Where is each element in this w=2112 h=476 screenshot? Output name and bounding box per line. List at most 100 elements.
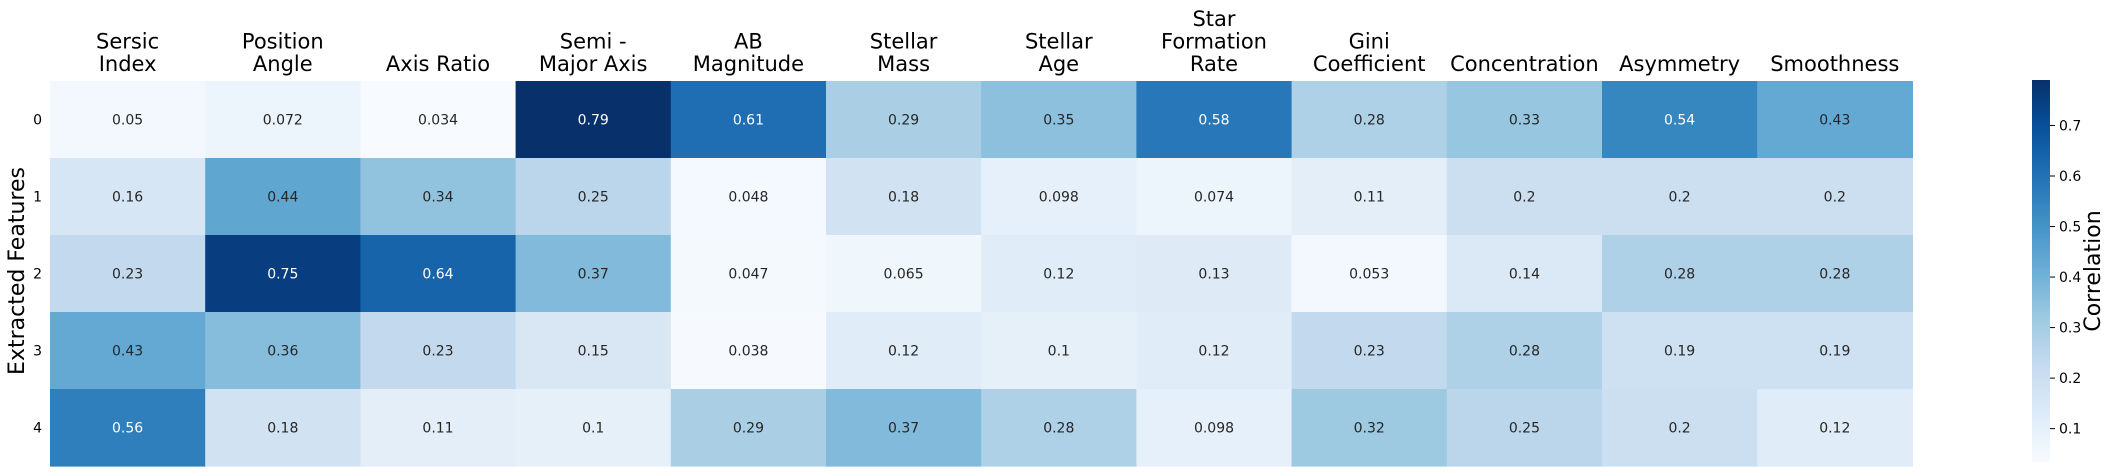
cell-value-label: 0.35 [1043,113,1074,129]
heatmap-cell [50,158,206,236]
cell-value-label: 0.79 [578,113,609,129]
cell-value-label: 0.43 [1819,113,1850,129]
cell-value-label: 0.28 [1354,113,1385,129]
heatmap-cell [1136,235,1293,313]
column-label: Star Formation Rate [1161,7,1267,76]
heatmap-cell [826,158,982,236]
cell-value-label: 0.29 [733,421,764,437]
heatmap-cell [1757,312,1913,390]
cell-value-label: 0.05 [112,113,143,129]
heatmap-cell [360,81,517,159]
cell-value-label: 0.048 [728,190,768,206]
colorbar-ticks: 0.1 0.2 0.3 0.4 0.5 0.6 0.7 [2050,118,2081,438]
cell-value-label: 0.43 [112,344,143,360]
cell-value-label: 0.14 [1509,267,1540,283]
cell-value-label: 0.23 [112,267,143,283]
heatmap-cell [1602,235,1758,313]
cell-value-label: 0.33 [1509,113,1540,129]
heatmap-cell [1446,158,1603,236]
row-label: 3 [33,344,42,360]
heatmap-cell [981,81,1137,159]
heatmap-cell [1291,312,1448,390]
column-label: Asymmetry [1619,52,1740,76]
heatmap-cell [515,81,672,159]
colorbar-tick-label: 0.3 [2059,321,2081,337]
cell-value-label: 0.2 [1824,190,1846,206]
cell-value-label: 0.37 [578,267,609,283]
heatmap-cell [1136,312,1293,390]
row-label: 1 [33,190,42,206]
heatmap-cell [981,235,1137,313]
column-label: Stellar Age [1025,30,1093,77]
y-axis-title: Extracted Features [5,167,30,375]
cell-value-label: 0.12 [1043,267,1074,283]
colorbar-tick-label: 0.6 [2059,169,2081,185]
heatmap-cell [50,235,206,313]
colorbar: 0.1 0.2 0.3 0.4 0.5 0.6 0.7 Correlation [2032,80,2106,462]
cell-value-label: 0.34 [422,190,453,206]
heatmap-cell [1757,158,1913,236]
cell-value-label: 0.12 [888,344,919,360]
cell-value-label: 0.18 [267,421,298,437]
cell-value-label: 0.36 [267,344,298,360]
column-label: Position Angle [242,30,324,77]
heatmap-cell [515,312,672,390]
heatmap-cell [1136,158,1293,236]
heatmap-cell [1446,389,1603,467]
colorbar-title: Correlation [2081,210,2106,331]
cell-value-label: 0.23 [1354,344,1385,360]
cell-value-label: 0.61 [733,113,764,129]
cell-value-label: 0.25 [578,190,609,206]
cell-value-label: 0.13 [1198,267,1229,283]
cell-value-label: 0.28 [1509,344,1540,360]
heatmap-cell [1446,235,1603,313]
heatmap-cell [50,81,206,159]
cell-value-label: 0.19 [1664,344,1695,360]
heatmap-cell [1757,389,1913,467]
cell-value-label: 0.44 [267,190,298,206]
heatmap-cell [981,312,1137,390]
column-label: Gini Coefficient [1313,30,1426,77]
cell-value-label: 0.2 [1668,421,1690,437]
cell-value-label: 0.1 [582,421,604,437]
heatmap-cells: 0.05 0.072 0.034 0.79 0.61 0.29 0.35 0.58 0.28 0.… [50,81,1913,467]
heatmap-cell [1602,312,1758,390]
heatmap-cell [1291,235,1448,313]
column-label: Sersic Index [96,30,159,77]
heatmap-cell [1757,81,1913,159]
heatmap-cell [1291,389,1448,467]
column-label: AB Magnitude [693,30,804,77]
heatmap-cell [360,312,517,390]
heatmap-cell [1136,389,1293,467]
heatmap-cell [360,235,517,313]
cell-value-label: 0.25 [1509,421,1540,437]
heatmap-cell [1136,81,1293,159]
heatmap-cell [515,158,672,236]
colorbar-gradient [2032,80,2050,462]
heatmap-cell [670,158,827,236]
cell-value-label: 0.28 [1043,421,1074,437]
cell-value-label: 0.18 [888,190,919,206]
heatmap-cell [1446,312,1603,390]
cell-value-label: 0.58 [1198,113,1229,129]
heatmap-cell [670,312,827,390]
heatmap-cell [360,389,517,467]
cell-value-label: 0.19 [1819,344,1850,360]
row-label: 0 [33,113,42,129]
cell-value-label: 0.56 [112,421,143,437]
row-labels: 0 1 2 3 4 [33,113,42,437]
heatmap-cell [826,81,982,159]
cell-value-label: 0.12 [1198,344,1229,360]
heatmap-cell [670,389,827,467]
cell-value-label: 0.034 [418,113,458,129]
heatmap-cell [670,235,827,313]
colorbar-tick-label: 0.1 [2059,422,2081,438]
colorbar-tick-label: 0.2 [2059,371,2081,387]
heatmap-cell [981,389,1137,467]
heatmap-cell [1602,81,1758,159]
cell-value-label: 0.75 [267,267,298,283]
heatmap-cell [670,81,827,159]
colorbar-tick-label: 0.5 [2059,220,2081,236]
cell-value-label: 0.29 [888,113,919,129]
column-label: Semi -Major Axis [539,30,648,77]
